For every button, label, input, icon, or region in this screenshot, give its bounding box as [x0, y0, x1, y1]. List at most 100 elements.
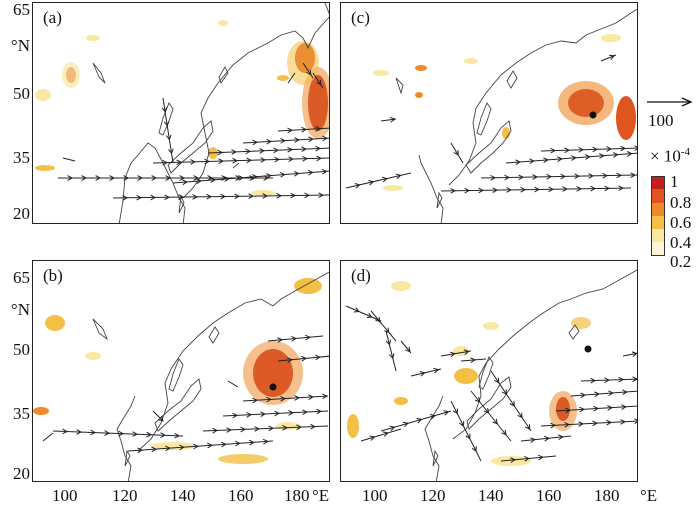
- vector-arrowhead: [294, 137, 300, 143]
- colorbar-exponent: -4: [680, 146, 691, 158]
- vector-arrowhead: [515, 159, 522, 166]
- vector-arrowhead: [210, 177, 216, 183]
- vector-arrowhead: [282, 424, 288, 431]
- vector-arrowhead: [151, 175, 158, 181]
- vector-arrowhead: [67, 175, 74, 181]
- vector-arrowhead: [182, 179, 189, 186]
- vector-arrowhead: [598, 153, 605, 159]
- vector-arrowhead: [123, 175, 130, 181]
- vector-arrowhead: [578, 147, 585, 153]
- vector-arrowhead: [564, 147, 571, 154]
- vector-arrowhead: [277, 337, 283, 343]
- vector-arrowhead: [95, 175, 102, 181]
- vector-arrowhead: [368, 179, 375, 186]
- vector-arrowhead: [248, 193, 255, 199]
- vector-arrowhead: [616, 172, 623, 179]
- marker-dot-c: [589, 111, 597, 119]
- vector-arrowhead: [576, 186, 583, 192]
- vector-arrowhead: [622, 389, 628, 396]
- vector-arrowhead: [564, 421, 571, 428]
- vector-arrowhead: [151, 446, 157, 453]
- coastline-c: [395, 8, 637, 223]
- vector-arrowhead: [626, 151, 633, 157]
- vector-arrowhead: [453, 149, 459, 156]
- lon-unit-right: °E: [640, 486, 658, 505]
- vector-arrowhead: [137, 175, 144, 181]
- vector-arrowhead: [429, 414, 436, 420]
- vector-arrowhead: [293, 170, 300, 177]
- vector-arrowhead: [206, 193, 213, 200]
- panel-label-b: (b): [43, 266, 63, 285]
- colorbar-segment-4: [652, 215, 664, 230]
- vector-arrowhead: [179, 175, 186, 181]
- lon-tick-left-140: 140: [170, 486, 196, 505]
- vector-arrowhead: [163, 120, 170, 127]
- vector-arrowhead: [543, 157, 549, 163]
- vector-arrowhead: [518, 174, 525, 181]
- lat-tick-top-65: 65: [13, 0, 30, 19]
- vector-arrowhead: [321, 168, 328, 175]
- vector-arrowhead: [593, 405, 599, 412]
- vector-arrowhead: [291, 336, 297, 342]
- colorbar-tick-1: 1: [670, 172, 679, 191]
- vector-arrowhead: [606, 419, 612, 426]
- vector-arrowhead: [390, 116, 396, 123]
- vector-arrowhead: [302, 155, 308, 162]
- vector-arrowhead: [606, 146, 613, 152]
- marker-dot-d: [584, 345, 592, 353]
- vector-arrowhead: [252, 139, 259, 146]
- vector-arrowhead: [262, 193, 269, 199]
- vector-arrowhead: [90, 429, 97, 436]
- vector-arrowhead: [168, 148, 174, 155]
- vector-arrowhead: [301, 355, 307, 362]
- vector-arrowhead: [608, 54, 615, 60]
- lat-tick-bottom-65: 65: [13, 268, 30, 287]
- colorbar-segment-2: [652, 189, 664, 203]
- vector-arrowhead: [504, 174, 511, 181]
- colorbar-segment-5: [652, 229, 664, 243]
- vector-arrowhead: [592, 420, 598, 427]
- vector-arrowhead: [308, 394, 314, 400]
- panel-a: (a): [32, 2, 330, 224]
- vector-arrowhead: [192, 194, 199, 200]
- vector-arrowhead: [419, 370, 426, 377]
- coastline-b: [92, 271, 329, 481]
- vector-arrowhead: [571, 155, 577, 161]
- vector-arrowhead: [483, 407, 490, 414]
- vector-arrowhead: [459, 421, 465, 427]
- vector-arrowhead: [316, 408, 322, 415]
- vector-arrowhead: [534, 186, 541, 193]
- vector-arrowhead: [548, 186, 555, 193]
- lon-tick-left-120: 120: [112, 486, 138, 505]
- vector-arrowhead: [160, 432, 166, 438]
- lon-tick-right-160: 160: [536, 486, 562, 505]
- vector-arrowhead: [529, 158, 535, 165]
- vector-arrowhead: [471, 446, 477, 453]
- vector-arrowhead: [538, 454, 544, 461]
- vector-arrowhead: [389, 425, 396, 432]
- vector-arrowhead: [465, 433, 471, 440]
- lat-tick-bottom-20: 20: [13, 464, 30, 483]
- vector-arrowhead: [118, 430, 124, 437]
- colorbar: [651, 176, 665, 256]
- vector-arrowhead: [254, 426, 260, 432]
- vector-arrowhead: [268, 425, 274, 432]
- vector-arrowhead: [204, 158, 211, 165]
- vector-arrowhead: [405, 346, 411, 353]
- vector-arrowhead: [246, 157, 253, 164]
- vectors-a: [58, 62, 329, 201]
- vector-scale-label: 100: [648, 111, 674, 130]
- vector-arrowhead: [395, 173, 402, 180]
- vector-arrowhead: [520, 186, 527, 193]
- vector-arrowhead: [279, 172, 286, 178]
- vector-arrowhead: [490, 174, 497, 181]
- panel-b: (b): [32, 260, 330, 482]
- vector-arrowhead: [506, 187, 513, 193]
- vector-arrowhead: [104, 430, 111, 436]
- vector-arrowhead: [557, 434, 564, 441]
- colorbar-multiplier: × 10-4: [650, 146, 690, 167]
- vector-arrowhead: [620, 145, 627, 152]
- vector-arrowhead: [196, 178, 202, 185]
- vector-arrowhead: [62, 428, 69, 435]
- vector-arrowhead: [306, 69, 312, 76]
